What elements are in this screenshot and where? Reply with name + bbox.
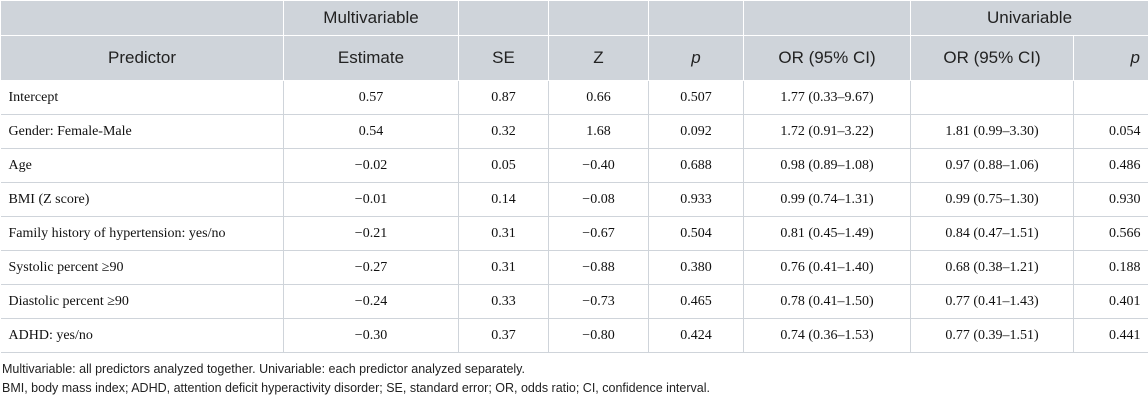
cell-z: −0.40: [548, 148, 649, 183]
cell-or-univariable: 0.77 (0.39–1.51): [910, 318, 1074, 353]
results-table: Multivariable Univariable Predictor Esti…: [0, 0, 1148, 353]
cell-p-univariable: 0.441: [1073, 318, 1148, 353]
cell-predictor: Diastolic percent ≥90: [0, 284, 284, 319]
cell-predictor: Systolic percent ≥90: [0, 250, 284, 285]
cell-z: −0.88: [548, 250, 649, 285]
cell-p-univariable: 0.054: [1073, 114, 1148, 149]
cell-or-multivariable: 1.77 (0.33–9.67): [743, 80, 911, 115]
cell-or-univariable: 0.77 (0.41–1.43): [910, 284, 1074, 319]
cell-p-univariable: [1073, 80, 1148, 115]
cell-or-univariable: [910, 80, 1074, 115]
cell-p-univariable: 0.188: [1073, 250, 1148, 285]
header-blank-cell: [743, 0, 911, 36]
cell-estimate: −0.30: [283, 318, 459, 353]
cell-se: 0.33: [458, 284, 549, 319]
cell-p-univariable: 0.566: [1073, 216, 1148, 251]
cell-p-univariable: 0.401: [1073, 284, 1148, 319]
cell-or-multivariable: 0.98 (0.89–1.08): [743, 148, 911, 183]
cell-se: 0.31: [458, 216, 549, 251]
cell-or-univariable: 0.68 (0.38–1.21): [910, 250, 1074, 285]
cell-z: −0.73: [548, 284, 649, 319]
cell-predictor: BMI (Z score): [0, 182, 284, 217]
cell-p-univariable: 0.930: [1073, 182, 1148, 217]
column-header-p: p: [648, 35, 744, 81]
table-row: BMI (Z score) −0.01 0.14 −0.08 0.933 0.9…: [0, 182, 1148, 217]
cell-predictor: Intercept: [0, 80, 284, 115]
table-row: Intercept 0.57 0.87 0.66 0.507 1.77 (0.3…: [0, 80, 1148, 115]
cell-estimate: 0.54: [283, 114, 459, 149]
cell-p: 0.504: [648, 216, 744, 251]
cell-or-univariable: 0.97 (0.88–1.06): [910, 148, 1074, 183]
cell-p: 0.092: [648, 114, 744, 149]
header-blank-cell: [458, 0, 549, 36]
cell-p: 0.507: [648, 80, 744, 115]
cell-z: 1.68: [548, 114, 649, 149]
header-blank-cell: [648, 0, 744, 36]
cell-se: 0.37: [458, 318, 549, 353]
cell-se: 0.05: [458, 148, 549, 183]
cell-or-multivariable: 0.76 (0.41–1.40): [743, 250, 911, 285]
table-footnotes: Multivariable: all predictors analyzed t…: [2, 360, 710, 398]
group-header-row: Multivariable Univariable: [0, 0, 1148, 36]
cell-estimate: −0.21: [283, 216, 459, 251]
cell-z: −0.67: [548, 216, 649, 251]
cell-p: 0.424: [648, 318, 744, 353]
header-blank-cell: [0, 0, 284, 36]
cell-p-univariable: 0.486: [1073, 148, 1148, 183]
cell-predictor: Age: [0, 148, 284, 183]
column-header-p-univariable: p: [1072, 35, 1148, 81]
cell-p: 0.380: [648, 250, 744, 285]
cell-or-multivariable: 0.81 (0.45–1.49): [743, 216, 911, 251]
cell-or-univariable: 0.84 (0.47–1.51): [910, 216, 1074, 251]
cell-se: 0.32: [458, 114, 549, 149]
column-header-p-univariable-label: p: [1130, 48, 1141, 67]
cell-se: 0.31: [458, 250, 549, 285]
cell-or-multivariable: 0.78 (0.41–1.50): [743, 284, 911, 319]
cell-z: −0.80: [548, 318, 649, 353]
column-header-p-label: p: [691, 48, 701, 67]
column-header-predictor: Predictor: [0, 35, 284, 81]
column-header-or-multivariable: OR (95% CI): [743, 35, 911, 81]
cell-or-univariable: 0.99 (0.75–1.30): [910, 182, 1074, 217]
cell-se: 0.14: [458, 182, 549, 217]
header-blank-cell: [548, 0, 649, 36]
cell-estimate: −0.02: [283, 148, 459, 183]
cell-p: 0.688: [648, 148, 744, 183]
cell-or-multivariable: 0.99 (0.74–1.31): [743, 182, 911, 217]
table-row: ADHD: yes/no −0.30 0.37 −0.80 0.424 0.74…: [0, 318, 1148, 353]
cell-predictor: Gender: Female-Male: [0, 114, 284, 149]
column-header-or-univariable: OR (95% CI): [910, 35, 1074, 81]
footnote-abbreviations: BMI, body mass index; ADHD, attention de…: [2, 381, 710, 395]
group-header-multivariable: Multivariable: [283, 0, 459, 36]
footnote-analysis: Multivariable: all predictors analyzed t…: [2, 362, 525, 376]
table-row: Age −0.02 0.05 −0.40 0.688 0.98 (0.89–1.…: [0, 148, 1148, 183]
cell-p: 0.465: [648, 284, 744, 319]
column-header-row: Predictor Estimate SE Z p OR (95% CI) OR…: [0, 35, 1148, 81]
column-header-z: Z: [548, 35, 649, 81]
cell-estimate: −0.24: [283, 284, 459, 319]
cell-or-univariable: 1.81 (0.99–3.30): [910, 114, 1074, 149]
table-row: Systolic percent ≥90 −0.27 0.31 −0.88 0.…: [0, 250, 1148, 285]
column-header-se: SE: [458, 35, 549, 81]
group-header-univariable: Univariable: [909, 0, 1148, 36]
cell-p: 0.933: [648, 182, 744, 217]
cell-estimate: −0.01: [283, 182, 459, 217]
table-row: Diastolic percent ≥90 −0.24 0.33 −0.73 0…: [0, 284, 1148, 319]
cell-predictor: ADHD: yes/no: [0, 318, 284, 353]
cell-estimate: 0.57: [283, 80, 459, 115]
cell-se: 0.87: [458, 80, 549, 115]
column-header-estimate: Estimate: [283, 35, 459, 81]
table-row: Family history of hypertension: yes/no −…: [0, 216, 1148, 251]
cell-predictor: Family history of hypertension: yes/no: [0, 216, 284, 251]
table-row: Gender: Female-Male 0.54 0.32 1.68 0.092…: [0, 114, 1148, 149]
cell-estimate: −0.27: [283, 250, 459, 285]
cell-z: −0.08: [548, 182, 649, 217]
cell-or-multivariable: 1.72 (0.91–3.22): [743, 114, 911, 149]
cell-z: 0.66: [548, 80, 649, 115]
cell-or-multivariable: 0.74 (0.36–1.53): [743, 318, 911, 353]
